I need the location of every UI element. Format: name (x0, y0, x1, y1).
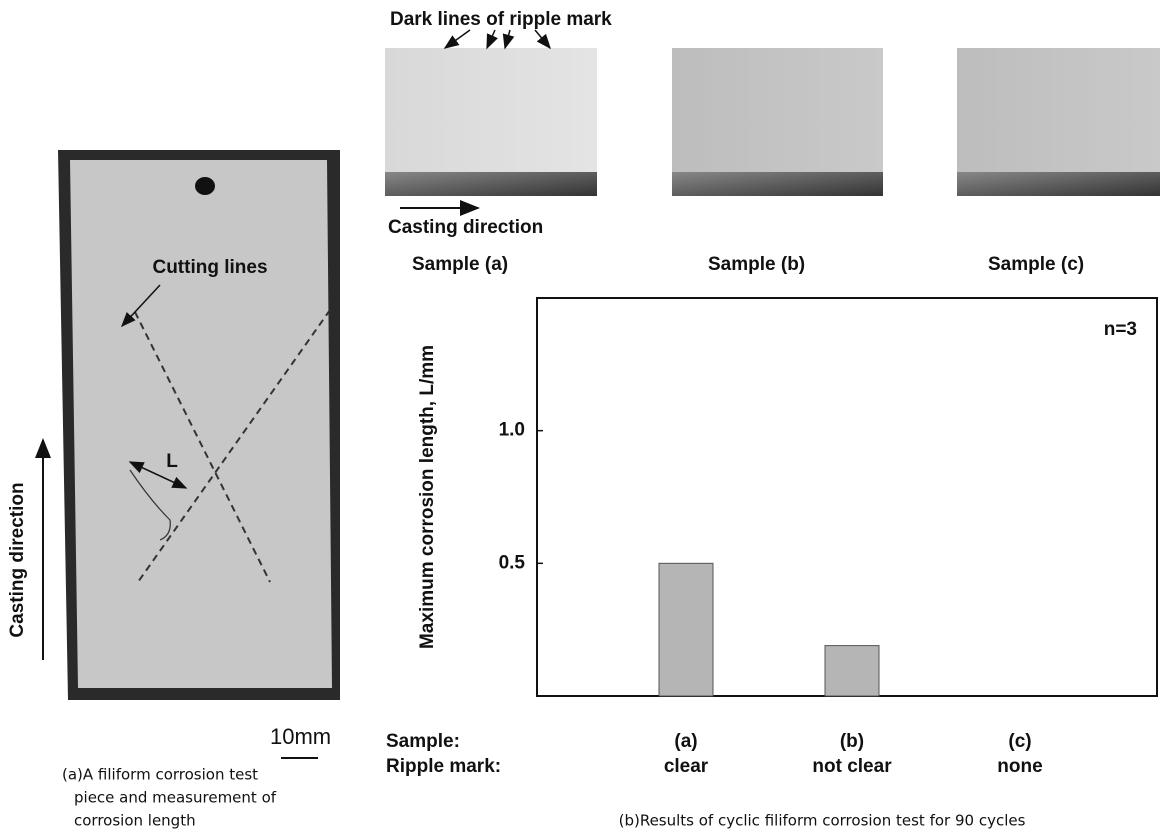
cutting-lines-label: Cutting lines (152, 257, 267, 278)
scale-label: 10mm (270, 724, 331, 749)
y-axis-label: Maximum corrosion length, L/mm (417, 345, 438, 649)
annotation: n=3 (1104, 319, 1137, 340)
ripple-label: Dark lines of ripple mark (390, 9, 612, 30)
y-tick-label: 1.0 (499, 420, 525, 441)
casting-direction-label: Casting direction (388, 217, 543, 238)
caption-line: (a)A filiform corrosion test (62, 766, 258, 784)
length-label: L (166, 451, 178, 472)
row-label: Ripple mark: (386, 756, 501, 777)
y-tick-label: 0.5 (499, 552, 526, 573)
sample-label: Sample (c) (988, 254, 1084, 275)
plot-frame (536, 297, 1158, 697)
casting-direction-vertical: Casting direction (7, 482, 28, 637)
x-tick-label: (b) (840, 731, 864, 752)
x-tick-label: (c) (1008, 731, 1031, 752)
sample-photos (385, 29, 1160, 216)
sample-label: Sample (b) (708, 254, 805, 275)
x-tick-label: (a) (674, 731, 697, 752)
caption-line: corrosion length (74, 812, 196, 830)
bar (658, 562, 714, 697)
ripple-mark-label: none (997, 756, 1042, 777)
chart-caption: (b)Results of cyclic filiform corrosion … (619, 812, 1026, 830)
caption-line: piece and measurement of (74, 789, 277, 807)
sample-label: Sample (a) (412, 254, 508, 275)
row-label: Sample: (386, 731, 460, 752)
ripple-mark-label: not clear (812, 756, 892, 777)
test-piece (35, 150, 340, 759)
ripple-mark-label: clear (664, 756, 709, 777)
bar (824, 645, 880, 697)
